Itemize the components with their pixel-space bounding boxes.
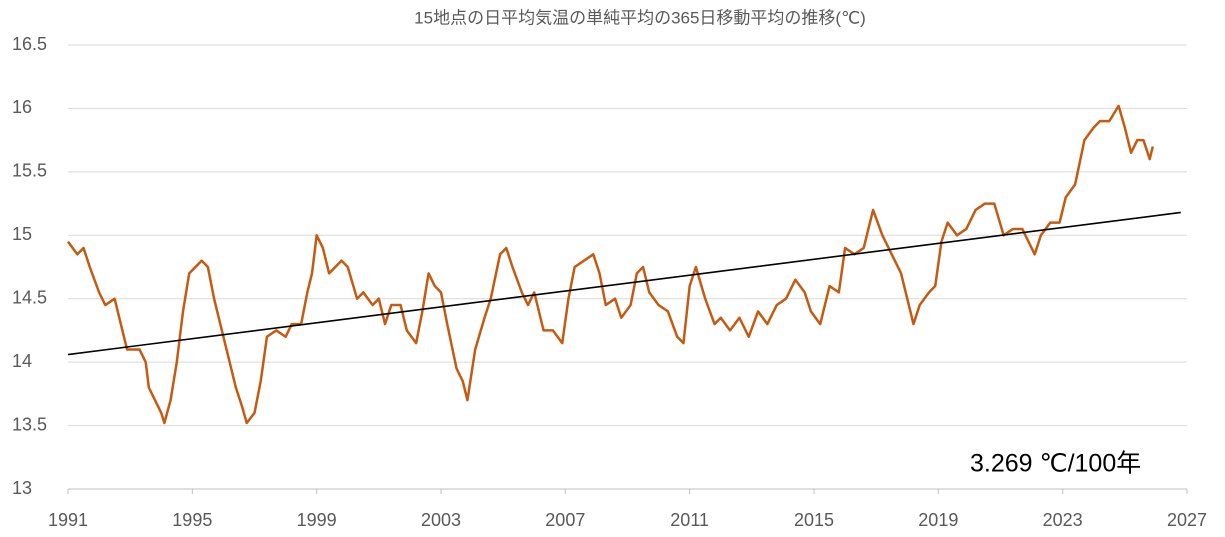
x-tick-label: 1991 — [48, 510, 88, 530]
y-tick-label: 14 — [12, 351, 32, 371]
y-tick-label: 15.5 — [12, 161, 47, 181]
annotation: 3.269 ℃/100年 — [970, 450, 1141, 478]
x-tick-label: 2011 — [670, 510, 709, 530]
x-tick-label: 1995 — [172, 510, 212, 530]
x-tick-label: 2019 — [918, 510, 958, 530]
x-tick-label: 2007 — [545, 510, 585, 530]
chart-title: 15地点の日平均気温の単純平均の365日移動平均の推移(℃) — [414, 8, 866, 27]
y-tick-label: 16.5 — [12, 34, 47, 54]
y-tick-label: 14.5 — [12, 287, 47, 307]
y-tick-label: 13 — [12, 478, 32, 498]
trend-line — [67, 211, 1181, 356]
y-tick-label: 16 — [12, 97, 32, 117]
x-tick-label: 2003 — [421, 510, 461, 530]
y-tick-label: 15 — [12, 224, 32, 244]
data-line — [66, 104, 1155, 425]
x-tick-label: 2027 — [1167, 510, 1207, 530]
x-tick-label: 2023 — [1043, 510, 1083, 530]
y-tick-label: 13.5 — [12, 414, 47, 434]
x-tick-label: 1999 — [297, 510, 337, 530]
x-tick-label: 2015 — [794, 510, 834, 530]
